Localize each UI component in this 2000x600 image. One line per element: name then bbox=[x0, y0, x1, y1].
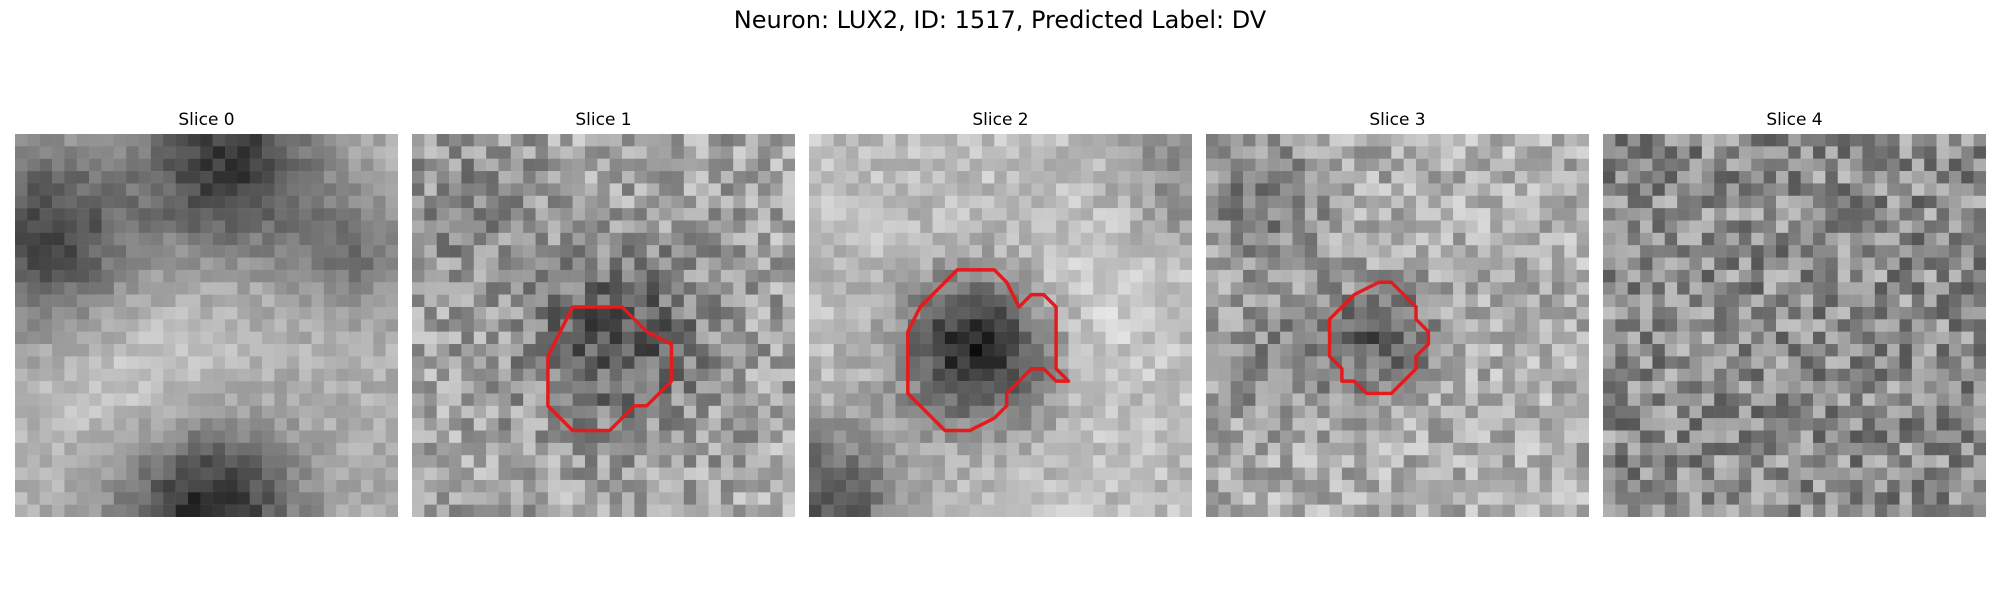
slice-title-2: Slice 2 bbox=[972, 110, 1029, 130]
slice-title-4: Slice 4 bbox=[1766, 110, 1823, 130]
roi-contour-2 bbox=[906, 268, 1071, 433]
slice-panel-2: Slice 2 bbox=[809, 108, 1192, 517]
slice-image-4 bbox=[1603, 134, 1986, 517]
slice-panel-0: Slice 0 bbox=[15, 108, 398, 517]
figure-title: Neuron: LUX2, ID: 1517, Predicted Label:… bbox=[733, 6, 1267, 34]
slice-image-1 bbox=[412, 134, 795, 517]
slice-image-0 bbox=[15, 134, 398, 517]
slice-image-3 bbox=[1206, 134, 1589, 517]
slice-title-1: Slice 1 bbox=[575, 110, 632, 130]
slice-panel-4: Slice 4 bbox=[1603, 108, 1986, 517]
roi-contour-1 bbox=[546, 305, 674, 433]
slice-title-3: Slice 3 bbox=[1369, 110, 1426, 130]
slice-title-0: Slice 0 bbox=[178, 110, 235, 130]
slice-panel-3: Slice 3 bbox=[1206, 108, 1589, 517]
slice-panel-1: Slice 1 bbox=[412, 108, 795, 517]
roi-contour-3 bbox=[1327, 280, 1431, 396]
slice-image-2 bbox=[809, 134, 1192, 517]
